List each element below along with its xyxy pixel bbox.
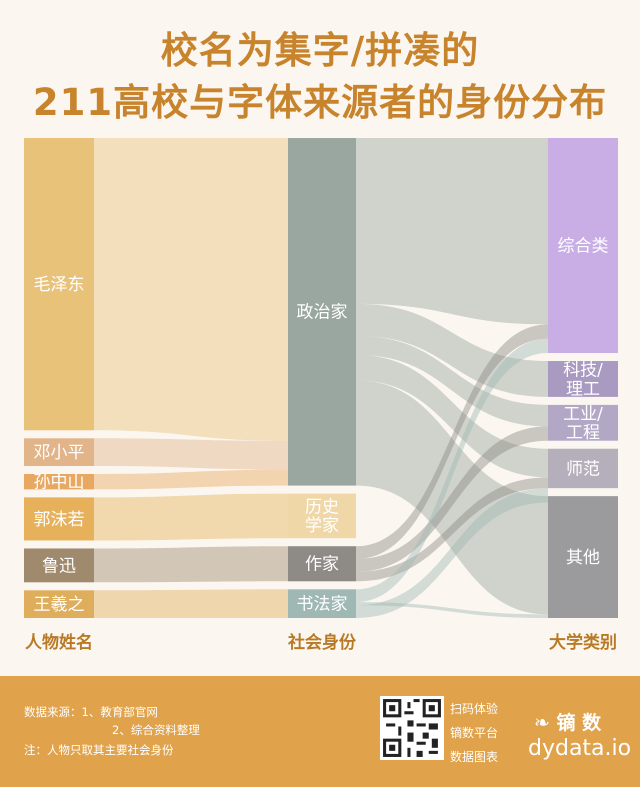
link-guo-his bbox=[94, 493, 288, 541]
node-label-his: 历史 bbox=[305, 498, 339, 518]
node-label-cal: 书法家 bbox=[297, 595, 348, 615]
node-label-gy: 工程 bbox=[566, 423, 600, 443]
column-label-1: 社会身份 bbox=[287, 632, 357, 653]
footer bbox=[0, 676, 640, 787]
link-pol-gy bbox=[356, 335, 548, 427]
node-label-qt: 其他 bbox=[566, 548, 600, 568]
node-qt bbox=[548, 496, 618, 618]
link-pol-qt bbox=[356, 380, 548, 615]
note: 注：人物只取其主要社会身份 bbox=[24, 743, 174, 757]
link-pol-sf bbox=[356, 354, 548, 478]
qr-caption-2: 镝数平台 bbox=[450, 726, 499, 740]
link-lu-wri bbox=[94, 546, 288, 583]
source-line1: 数据来源：1、教育部官网 bbox=[24, 705, 158, 719]
link-wang-cal bbox=[94, 589, 288, 618]
qr-caption-1: 扫码体验 bbox=[450, 702, 499, 716]
brand-name: 镝 数 bbox=[556, 712, 602, 734]
node-label-gy: 工业/ bbox=[563, 404, 603, 424]
node-wang bbox=[24, 590, 94, 618]
link-sun-pol bbox=[94, 469, 288, 490]
node-ke bbox=[548, 361, 618, 397]
node-label-his: 学家 bbox=[305, 516, 339, 536]
links bbox=[94, 138, 548, 618]
node-label-lu: 鲁迅 bbox=[42, 556, 76, 576]
link-pol-zh bbox=[356, 138, 548, 325]
link-wri-gy bbox=[356, 426, 548, 572]
node-label-ke: 理工 bbox=[566, 379, 600, 399]
node-label-guo: 郭沫若 bbox=[34, 510, 85, 530]
leaf-icon: ❧ bbox=[534, 712, 557, 734]
qr-caption-3: 数据图表 bbox=[450, 750, 499, 764]
node-sf bbox=[548, 448, 618, 489]
brand-url: dydata.io bbox=[528, 736, 632, 761]
node-label-deng: 邓小平 bbox=[34, 443, 85, 463]
node-label-wri: 作家 bbox=[305, 555, 339, 575]
link-wri-sf bbox=[356, 477, 548, 582]
link-pol-ke bbox=[356, 303, 548, 397]
node-label-sf: 师范 bbox=[566, 459, 600, 479]
node-label-ke: 科技/ bbox=[563, 361, 603, 381]
node-label-sun: 孙中山 bbox=[34, 473, 85, 493]
link-cal-sf bbox=[356, 488, 548, 618]
column-label-2: 大学类别 bbox=[549, 632, 617, 653]
node-label-mao: 毛泽东 bbox=[34, 275, 85, 295]
link-wri-zh bbox=[356, 324, 548, 559]
node-label-wang: 王羲之 bbox=[34, 595, 85, 615]
node-his bbox=[288, 493, 356, 539]
node-wri bbox=[288, 546, 356, 582]
node-label-pol: 政治家 bbox=[297, 303, 348, 323]
node-label-zh: 综合类 bbox=[558, 236, 609, 256]
chart-title-line2: 211高校与字体来源者的身份分布 bbox=[32, 81, 608, 124]
node-lu bbox=[24, 548, 94, 583]
column-label-0: 人物姓名 bbox=[25, 632, 93, 653]
link-cal-zh bbox=[356, 338, 548, 603]
node-gy bbox=[548, 404, 618, 441]
node-sun bbox=[24, 474, 94, 490]
link-mao-pol bbox=[94, 138, 288, 441]
node-guo bbox=[24, 497, 94, 541]
link-cal-qt bbox=[356, 602, 548, 618]
node-mao bbox=[24, 138, 94, 431]
link-deng-pol bbox=[94, 438, 288, 470]
brand-logo: ❧ 镝 数 bbox=[534, 708, 601, 735]
node-cal bbox=[288, 589, 356, 618]
source-line2: 2、综合资料整理 bbox=[112, 723, 200, 737]
node-pol bbox=[288, 138, 356, 486]
qr-code-icon bbox=[380, 696, 444, 760]
node-deng bbox=[24, 438, 94, 466]
chart-title-line1: 校名为集字/拼凑的 bbox=[160, 29, 480, 72]
node-zh bbox=[548, 138, 618, 354]
